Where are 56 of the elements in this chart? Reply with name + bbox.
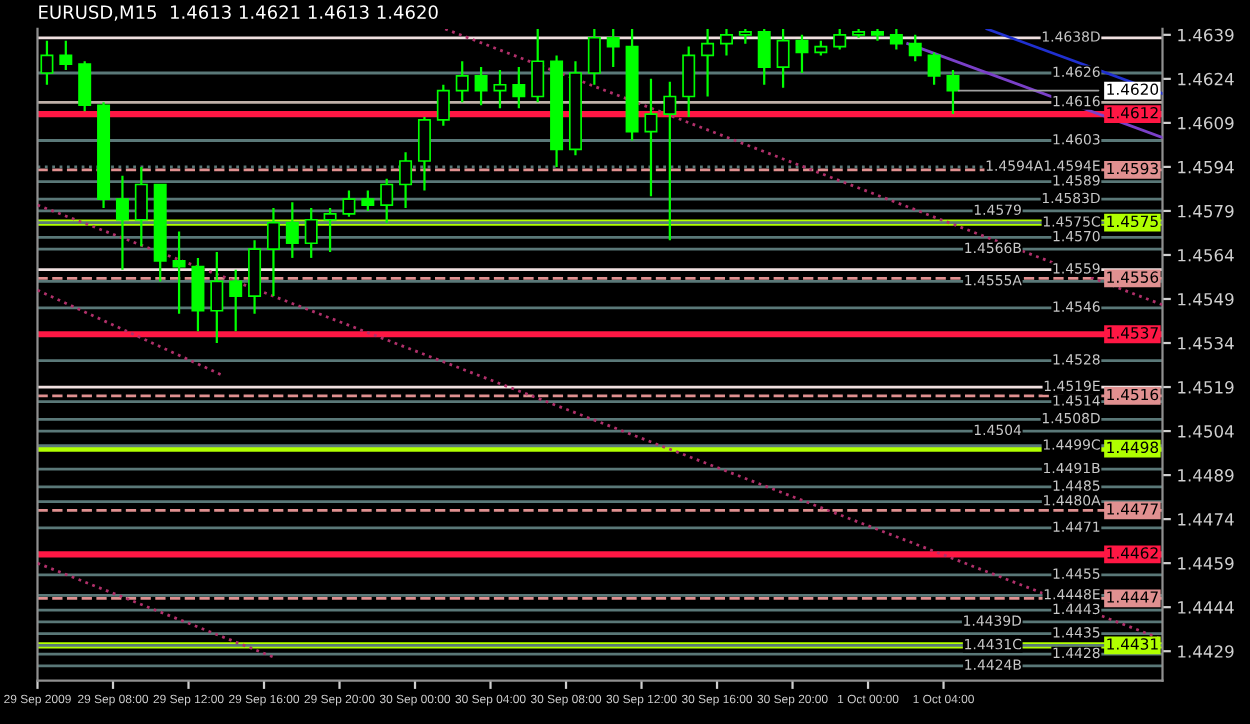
candlestick	[493, 68, 507, 110]
candlestick	[663, 80, 677, 242]
candlestick	[719, 28, 733, 57]
candlestick	[40, 39, 54, 86]
y-tick-label: 1.4474	[1178, 513, 1234, 526]
y-tick-label: 1.4624	[1178, 72, 1234, 86]
candlestick	[210, 250, 224, 345]
candlestick	[606, 28, 620, 69]
y-tick-label: 1.4519	[1178, 381, 1234, 394]
candlestick	[436, 83, 450, 127]
candlestick	[776, 28, 790, 89]
candlestick	[795, 33, 809, 75]
candlestick	[946, 68, 960, 116]
candlestick	[134, 165, 148, 248]
y-tick-label: 1.4594	[1178, 160, 1234, 174]
candlestick	[833, 28, 847, 51]
y-tick-label: 1.4609	[1178, 116, 1234, 130]
y-tick-label: 1.4579	[1178, 204, 1234, 218]
candlestick	[927, 51, 941, 86]
candlestick	[889, 28, 903, 51]
candlestick	[285, 201, 299, 260]
chart-title: EURUSD,M15 1.4613 1.4621 1.4613 1.4620	[39, 5, 438, 21]
y-tick-label: 1.4459	[1178, 557, 1234, 570]
candlestick	[229, 268, 243, 333]
candlestick	[417, 115, 431, 192]
y-tick-label: 1.4534	[1178, 336, 1234, 350]
candlestick	[323, 206, 337, 254]
candlestick	[701, 28, 715, 98]
candlestick	[380, 177, 394, 224]
y-tick-label: 1.4549	[1178, 292, 1234, 306]
candlestick	[172, 230, 186, 315]
candlestick	[682, 45, 696, 119]
candlestick	[644, 77, 658, 198]
candlestick	[587, 28, 601, 86]
candlestick	[248, 239, 262, 315]
candlestick	[757, 28, 771, 86]
candlestick	[304, 206, 318, 260]
candlestick	[59, 39, 73, 72]
candlestick	[474, 66, 488, 107]
y-tick-label: 1.4504	[1178, 425, 1234, 438]
candlestick	[266, 206, 280, 298]
candlestick	[399, 151, 413, 210]
y-tick-label: 1.4564	[1178, 248, 1234, 262]
candlestick	[531, 28, 545, 104]
candlestick	[455, 60, 469, 104]
y-tick-label: 1.4444	[1178, 601, 1234, 614]
candlestick	[191, 256, 205, 333]
y-tick-label: 1.4489	[1178, 469, 1234, 482]
candlestick	[78, 60, 92, 113]
candlestick	[115, 174, 129, 271]
y-tick-label: 1.4639	[1178, 28, 1234, 42]
candlestick	[361, 189, 375, 213]
candlestick	[512, 66, 526, 110]
candlestick	[908, 33, 922, 63]
y-tick-label: 1.4429	[1178, 645, 1234, 658]
candlestick	[342, 189, 356, 218]
